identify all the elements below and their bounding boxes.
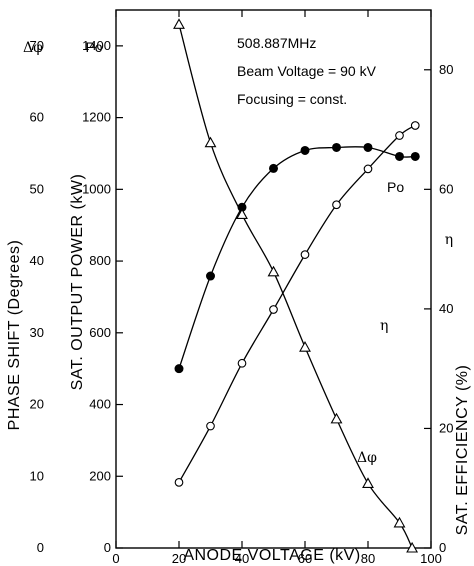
efficiency-axis-symbol: η (445, 232, 453, 248)
power-axis-symbol: Po (85, 39, 102, 55)
phase-tick-label: 40 (30, 253, 44, 268)
po-point (174, 478, 184, 487)
eta-point (395, 151, 404, 161)
phase-tick-label: 70 (30, 38, 44, 53)
eta-point (206, 271, 215, 281)
series-label-eta: η (380, 318, 388, 334)
dphi-point (267, 265, 280, 277)
dphi-point (406, 541, 419, 553)
eta-point (174, 364, 184, 374)
annotation-focusing: Focusing = const. (237, 91, 347, 107)
po-point (237, 358, 247, 368)
dphi-point (362, 477, 374, 488)
phase-tick-label: 20 (30, 397, 44, 412)
eta-point (269, 163, 278, 173)
po-point (410, 121, 420, 130)
dphi-point (299, 341, 311, 352)
phase-axis-title: PHASE SHIFT (Degrees) (6, 240, 23, 431)
series-line-power (178, 124, 416, 483)
eta-point (363, 142, 373, 152)
po-point (206, 421, 215, 431)
power-tick-label: 1200 (82, 110, 111, 125)
dphi-point (236, 208, 248, 219)
efficiency-tick-label: 40 (439, 301, 453, 316)
x-tick-label: 40 (235, 551, 249, 566)
x-tick-label: 80 (361, 551, 375, 566)
po-point (300, 250, 310, 259)
x-tick-label: 60 (298, 551, 312, 566)
series-label-dphi: Δφ (357, 450, 377, 466)
phase-axis-symbol: Δφ (23, 40, 43, 56)
phase-tick-label: 50 (30, 181, 44, 196)
power-tick-label: 0 (104, 540, 111, 555)
x-tick-label: 0 (112, 551, 119, 566)
power-axis-title: SAT. OUTPUT POWER (kW) (69, 174, 86, 391)
po-point (269, 305, 278, 314)
dphi-point (330, 412, 343, 424)
eta-point (332, 142, 341, 152)
efficiency-tick-label: 80 (439, 62, 453, 77)
power-tick-label: 1000 (82, 181, 111, 196)
power-tick-label: 200 (89, 468, 111, 483)
annotation-beam-voltage: Beam Voltage = 90 kV (237, 63, 377, 79)
power-tick-label: 1400 (82, 38, 111, 53)
efficiency-tick-label: 0 (439, 540, 446, 555)
po-point (332, 200, 341, 210)
tick-labels-group: 0 20 40 60 80 1000200400600800100012001400010… (30, 38, 454, 566)
plot-frame-group (115, 9, 432, 549)
power-tick-label: 400 (89, 397, 111, 412)
po-point (395, 131, 404, 140)
x-tick-label: 100 (420, 551, 442, 566)
efficiency-tick-label: 20 (439, 420, 453, 435)
series-markers-group (173, 18, 420, 553)
series-line-efficiency (178, 146, 416, 369)
ticks-group (115, 10, 432, 549)
po-point (363, 164, 373, 174)
efficiency-axis-title: SAT. EFFICIENCY (%) (454, 365, 471, 536)
dphi-point (393, 516, 406, 528)
eta-point (410, 151, 420, 161)
series-label-po: Po (387, 179, 404, 195)
phase-tick-label: 30 (30, 325, 44, 340)
eta-point (300, 145, 310, 155)
power-tick-label: 800 (89, 253, 111, 268)
power-tick-label: 600 (89, 325, 111, 340)
dphi-point (173, 18, 185, 29)
dphi-point (204, 136, 217, 148)
x-axis-title: ANODE VOLTAGE (kV) (183, 547, 360, 564)
phase-tick-label: 60 (30, 110, 44, 125)
phase-tick-label: 10 (30, 468, 44, 483)
plot-frame (115, 9, 432, 549)
annotation-frequency: 508.887MHz (237, 35, 316, 51)
phase-tick-label: 0 (37, 540, 44, 555)
efficiency-tick-label: 60 (439, 181, 453, 196)
x-tick-label: 20 (172, 551, 186, 566)
